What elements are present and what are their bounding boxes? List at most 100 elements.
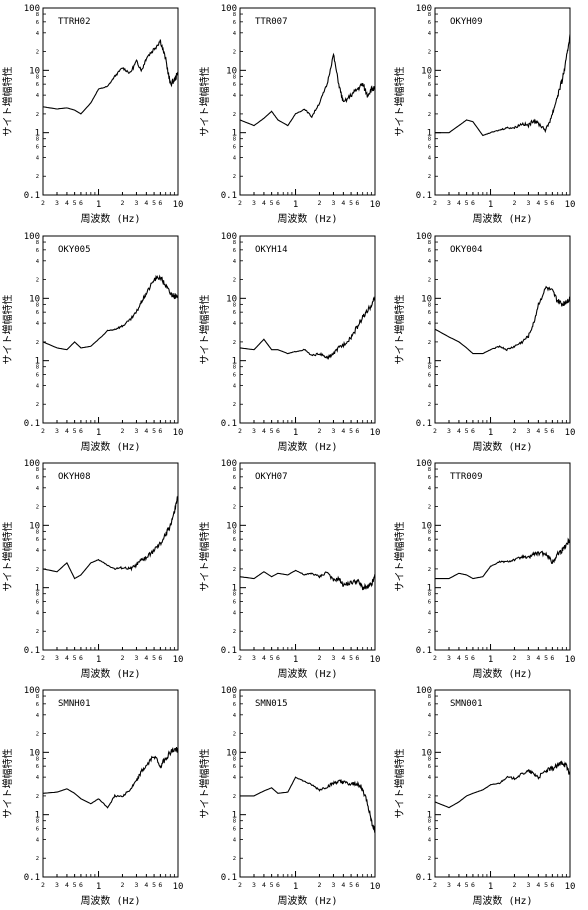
x-tick-label: 3 bbox=[526, 654, 530, 662]
plot-frame bbox=[239, 235, 376, 424]
y-minor-tick-label: 6 bbox=[428, 20, 431, 26]
y-minor-tick-label: 4 bbox=[233, 775, 237, 781]
x-tick-label: 5 bbox=[465, 427, 469, 435]
y-minor-tick-label: 2 bbox=[233, 112, 236, 118]
y-minor-tick-label: 6 bbox=[36, 599, 39, 605]
x-tick-label: 1 bbox=[488, 882, 493, 892]
y-minor-tick-label: 2 bbox=[428, 112, 431, 118]
y-minor-tick-label: 6 bbox=[36, 826, 39, 832]
y-tick-label: 100 bbox=[416, 4, 432, 14]
y-minor-tick-label: 8 bbox=[36, 240, 39, 246]
y-minor-tick-label: 8 bbox=[233, 592, 236, 598]
y-minor-tick-label: 4 bbox=[36, 321, 40, 327]
y-minor-tick-label: 2 bbox=[233, 629, 236, 635]
x-tick-label: 4 bbox=[262, 427, 266, 435]
x-tick-label: 6 bbox=[158, 199, 162, 207]
y-tick-label: 100 bbox=[416, 232, 432, 242]
x-tick-label: 1 bbox=[488, 428, 493, 438]
x-tick-label: 2 bbox=[512, 654, 516, 662]
y-minor-tick-label: 4 bbox=[36, 775, 40, 781]
x-tick-label: 6 bbox=[550, 881, 554, 889]
y-tick-label: 0.1 bbox=[221, 646, 237, 656]
y-tick-label: 0.1 bbox=[24, 191, 40, 201]
y-tick-label: 0.1 bbox=[221, 191, 237, 201]
x-tick-label: 2 bbox=[120, 199, 124, 207]
x-tick-label: 3 bbox=[447, 199, 451, 207]
x-tick-label: 6 bbox=[158, 881, 162, 889]
y-minor-tick-label: 6 bbox=[233, 372, 236, 378]
x-tick-label: 6 bbox=[79, 199, 83, 207]
data-line bbox=[42, 746, 179, 809]
x-tick-label: 5 bbox=[544, 654, 548, 662]
y-minor-tick-label: 6 bbox=[36, 372, 39, 378]
y-minor-tick-label: 6 bbox=[233, 599, 236, 605]
y-minor-tick-label: 8 bbox=[428, 467, 431, 473]
x-tick-label: 2 bbox=[238, 427, 242, 435]
x-tick-label: 3 bbox=[55, 199, 59, 207]
y-minor-tick-label: 4 bbox=[428, 155, 432, 161]
x-tick-label: 4 bbox=[457, 199, 461, 207]
x-tick-label: 4 bbox=[536, 199, 540, 207]
plot-frame bbox=[42, 689, 179, 878]
x-tick-label: 3 bbox=[447, 881, 451, 889]
data-line bbox=[42, 274, 179, 351]
y-minor-tick-label: 8 bbox=[233, 529, 236, 535]
y-minor-tick-label: 4 bbox=[428, 486, 432, 492]
x-tick-label: 2 bbox=[120, 881, 124, 889]
y-minor-tick-label: 2 bbox=[36, 567, 39, 573]
data-line bbox=[239, 569, 376, 591]
x-tick-label: 2 bbox=[238, 654, 242, 662]
y-minor-tick-label: 4 bbox=[233, 713, 237, 719]
station-label: OKY005 bbox=[58, 245, 91, 255]
y-minor-tick-label: 6 bbox=[428, 248, 431, 254]
y-minor-tick-label: 6 bbox=[36, 702, 39, 708]
y-tick-label: 1 bbox=[427, 129, 432, 139]
y-minor-tick-label: 2 bbox=[428, 856, 431, 862]
y-minor-tick-label: 2 bbox=[36, 340, 39, 346]
x-axis-label: 周波数 (Hz) bbox=[80, 212, 140, 225]
x-tick-label: 6 bbox=[276, 881, 280, 889]
y-axis-label: サイト増幅特性 bbox=[1, 749, 14, 819]
x-tick-label: 4 bbox=[457, 654, 461, 662]
y-minor-tick-label: 4 bbox=[36, 610, 40, 616]
y-minor-tick-label: 2 bbox=[36, 174, 39, 180]
y-minor-tick-label: 6 bbox=[233, 144, 236, 150]
y-minor-tick-label: 6 bbox=[428, 537, 431, 543]
y-tick-label: 100 bbox=[221, 686, 237, 696]
x-tick-label: 3 bbox=[526, 199, 530, 207]
y-minor-tick-label: 4 bbox=[233, 93, 237, 99]
y-minor-tick-label: 6 bbox=[233, 826, 236, 832]
y-minor-tick-label: 8 bbox=[428, 756, 431, 762]
x-tick-label: 3 bbox=[331, 654, 335, 662]
y-minor-tick-label: 2 bbox=[233, 794, 236, 800]
plot-frame bbox=[239, 7, 376, 196]
plot-frame bbox=[239, 462, 376, 651]
y-minor-tick-label: 8 bbox=[36, 467, 39, 473]
x-tick-label: 2 bbox=[317, 199, 321, 207]
y-minor-tick-label: 6 bbox=[428, 475, 431, 481]
x-tick-label: 5 bbox=[73, 654, 77, 662]
y-tick-label: 1 bbox=[232, 129, 237, 139]
y-minor-tick-label: 4 bbox=[36, 383, 40, 389]
y-minor-tick-label: 2 bbox=[428, 505, 431, 511]
y-minor-tick-label: 2 bbox=[36, 112, 39, 118]
y-minor-tick-label: 6 bbox=[36, 144, 39, 150]
x-tick-label: 4 bbox=[341, 654, 345, 662]
y-tick-label: 1 bbox=[232, 584, 237, 594]
y-axis-label: サイト増幅特性 bbox=[393, 295, 406, 365]
x-tick-label: 6 bbox=[355, 199, 359, 207]
x-tick-label: 4 bbox=[262, 654, 266, 662]
y-minor-tick-label: 6 bbox=[428, 82, 431, 88]
y-minor-tick-label: 6 bbox=[233, 764, 236, 770]
x-tick-label: 3 bbox=[55, 654, 59, 662]
x-tick-label: 2 bbox=[433, 654, 437, 662]
x-tick-label: 3 bbox=[134, 199, 138, 207]
x-tick-label: 1 bbox=[96, 200, 101, 210]
x-tick-label: 3 bbox=[331, 881, 335, 889]
x-tick-label: 3 bbox=[447, 427, 451, 435]
y-axis-label: サイト増幅特性 bbox=[198, 522, 211, 592]
